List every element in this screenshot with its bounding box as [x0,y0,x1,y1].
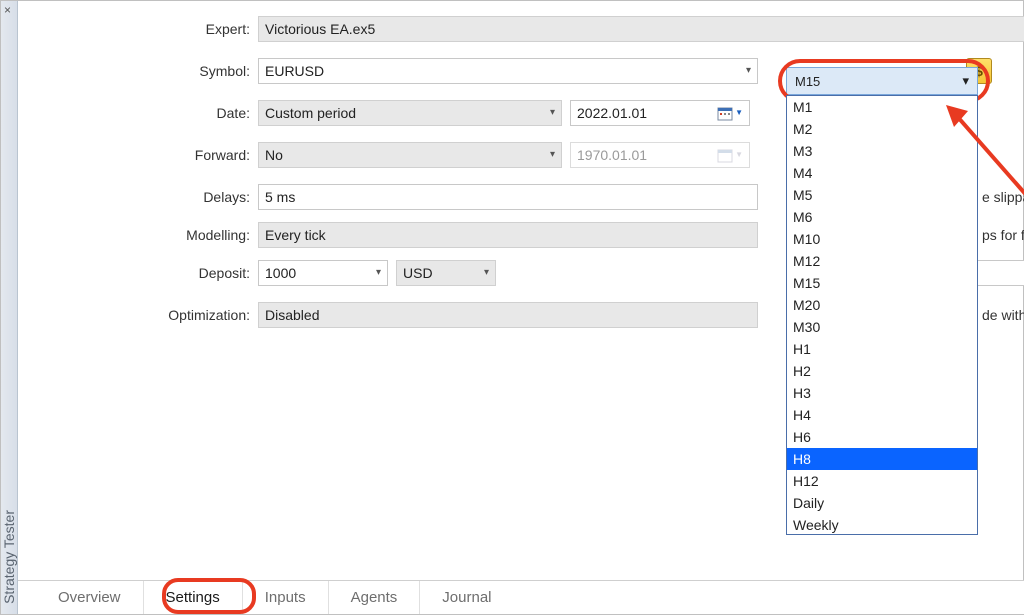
timeframe-option[interactable]: M20 [787,294,977,316]
expert-field[interactable]: Victorious EA.ex5 [258,16,1024,42]
tab-settings[interactable]: Settings [143,581,242,614]
settings-form: Expert: Victorious EA.ex5 Symbol: EURUSD… [18,1,1024,580]
optimization-field[interactable]: Disabled [258,302,758,328]
panel-title: Strategy Tester [1,510,17,604]
deposit-amount-combo[interactable]: 1000 ▾ [258,260,388,286]
tab-journal[interactable]: Journal [419,581,513,614]
date-period-value: Custom period [265,101,356,125]
date-from-input[interactable]: 2022.01.01 ▼ [570,100,750,126]
chevron-down-icon: ▾ [746,59,751,83]
timeframe-option[interactable]: M12 [787,250,977,272]
chevron-down-icon: ▾ [376,261,381,285]
timeframe-option[interactable]: H6 [787,426,977,448]
timeframe-option[interactable]: H3 [787,382,977,404]
timeframe-option[interactable]: H2 [787,360,977,382]
timeframe-value: M15 [795,74,820,89]
content-area: Expert: Victorious EA.ex5 Symbol: EURUSD… [18,1,1024,614]
delays-field[interactable]: 5 ms [258,184,758,210]
tab-inputs[interactable]: Inputs [242,581,328,614]
timeframe-option[interactable]: Daily [787,492,977,514]
forward-date-value: 1970.01.01 [577,143,647,167]
timeframe-option[interactable]: M10 [787,228,977,250]
deposit-currency-combo[interactable]: USD ▾ [396,260,496,286]
chevron-down-icon: ▾ [484,261,489,285]
label-modelling: Modelling: [18,227,258,243]
forward-value: No [265,143,283,167]
label-deposit: Deposit: [18,265,258,281]
forward-date-input: 1970.01.01 ▼ [570,142,750,168]
deposit-currency-value: USD [403,261,433,285]
timeframe-option[interactable]: H12 [787,470,977,492]
modelling-note: ps for fa [982,227,1024,243]
timeframe-option[interactable]: H4 [787,404,977,426]
calendar-icon: ▼ [717,143,743,167]
modelling-field[interactable]: Every tick [258,222,758,248]
symbol-value: EURUSD [265,59,324,83]
strategy-tester-window: × Strategy Tester Expert: Victorious EA.… [0,0,1024,615]
label-symbol: Symbol: [18,63,258,79]
close-icon[interactable]: × [4,3,11,17]
tab-overview[interactable]: Overview [36,581,143,614]
optimization-note: de with t [982,307,1024,323]
chevron-down-icon: ▾ [550,101,555,125]
forward-combo[interactable]: No ▾ [258,142,562,168]
annotation-arrow [938,97,1024,207]
label-optimization: Optimization: [18,307,258,323]
symbol-combo[interactable]: EURUSD ▾ [258,58,758,84]
date-period-combo[interactable]: Custom period ▾ [258,100,562,126]
vertical-title-bar: × Strategy Tester [1,1,18,614]
chevron-down-icon: ▾ [550,143,555,167]
date-from-value: 2022.01.01 [577,101,647,125]
timeframe-combo[interactable]: M15 ▾ [786,67,978,95]
timeframe-option[interactable]: Weekly [787,514,977,535]
label-delays: Delays: [18,189,258,205]
label-date: Date: [18,105,258,121]
calendar-icon[interactable]: ▼ [717,101,743,125]
tab-agents[interactable]: Agents [328,581,420,614]
label-forward: Forward: [18,147,258,163]
timeframe-option[interactable]: H1 [787,338,977,360]
timeframe-option[interactable]: M15 [787,272,977,294]
chevron-down-icon: ▾ [962,73,969,89]
tab-bar: OverviewSettingsInputsAgentsJournal [18,580,1024,614]
timeframe-option[interactable]: M6 [787,206,977,228]
timeframe-option[interactable]: M30 [787,316,977,338]
row-expert: Expert: Victorious EA.ex5 [18,17,1024,41]
label-expert: Expert: [18,21,258,37]
timeframe-option[interactable]: H8 [787,448,977,470]
deposit-amount-value: 1000 [265,261,296,285]
